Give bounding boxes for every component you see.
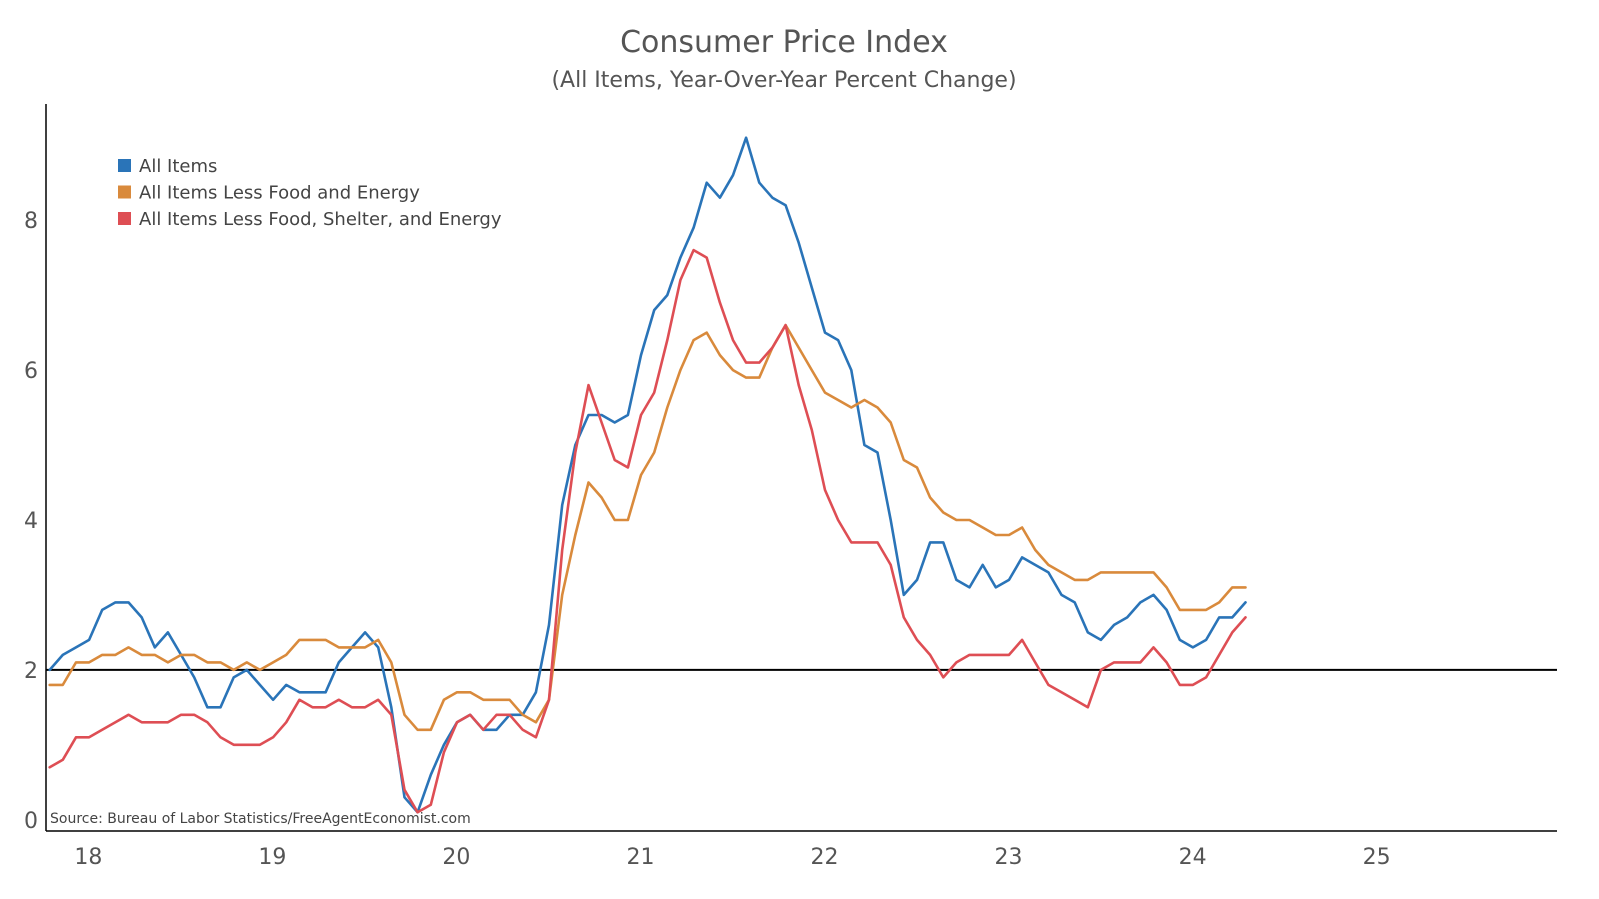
x-tick-label: 24 — [1179, 845, 1207, 870]
legend: All Items All Items Less Food and Energy A… — [118, 156, 502, 230]
x-axis-ticks: 18 19 20 21 22 23 24 25 — [74, 845, 1390, 870]
series-line-1 — [48, 136, 1247, 814]
x-tick-label: 18 — [74, 845, 102, 870]
x-tick-label: 25 — [1363, 845, 1391, 870]
series-line-3 — [48, 248, 1247, 814]
series-lines — [48, 136, 1247, 814]
y-tick-label: 8 — [24, 209, 38, 234]
x-tick-label: 20 — [442, 845, 470, 870]
y-tick-label: 6 — [24, 359, 38, 384]
source-note: Source: Bureau of Labor Statistics/FreeA… — [50, 811, 471, 827]
chart-subtitle: (All Items, Year-Over-Year Percent Chang… — [551, 68, 1016, 93]
x-tick-label: 19 — [258, 845, 286, 870]
chart-title: Consumer Price Index — [620, 25, 948, 60]
legend-label: All Items Less Food and Energy — [139, 183, 420, 204]
legend-swatch — [118, 185, 131, 199]
y-tick-label: 2 — [24, 659, 38, 684]
legend-label: All Items — [139, 156, 217, 177]
x-tick-label: 23 — [995, 845, 1023, 870]
series-line-2 — [48, 323, 1247, 732]
y-tick-label: 4 — [24, 509, 38, 534]
y-tick-label: 0 — [24, 809, 38, 834]
y-axis-ticks: 0 2 4 6 8 — [24, 209, 38, 834]
x-tick-label: 22 — [811, 845, 839, 870]
legend-label: All Items Less Food, Shelter, and Energy — [139, 209, 502, 230]
x-tick-label: 21 — [626, 845, 654, 870]
legend-swatch — [118, 159, 131, 172]
legend-swatch — [118, 212, 131, 225]
